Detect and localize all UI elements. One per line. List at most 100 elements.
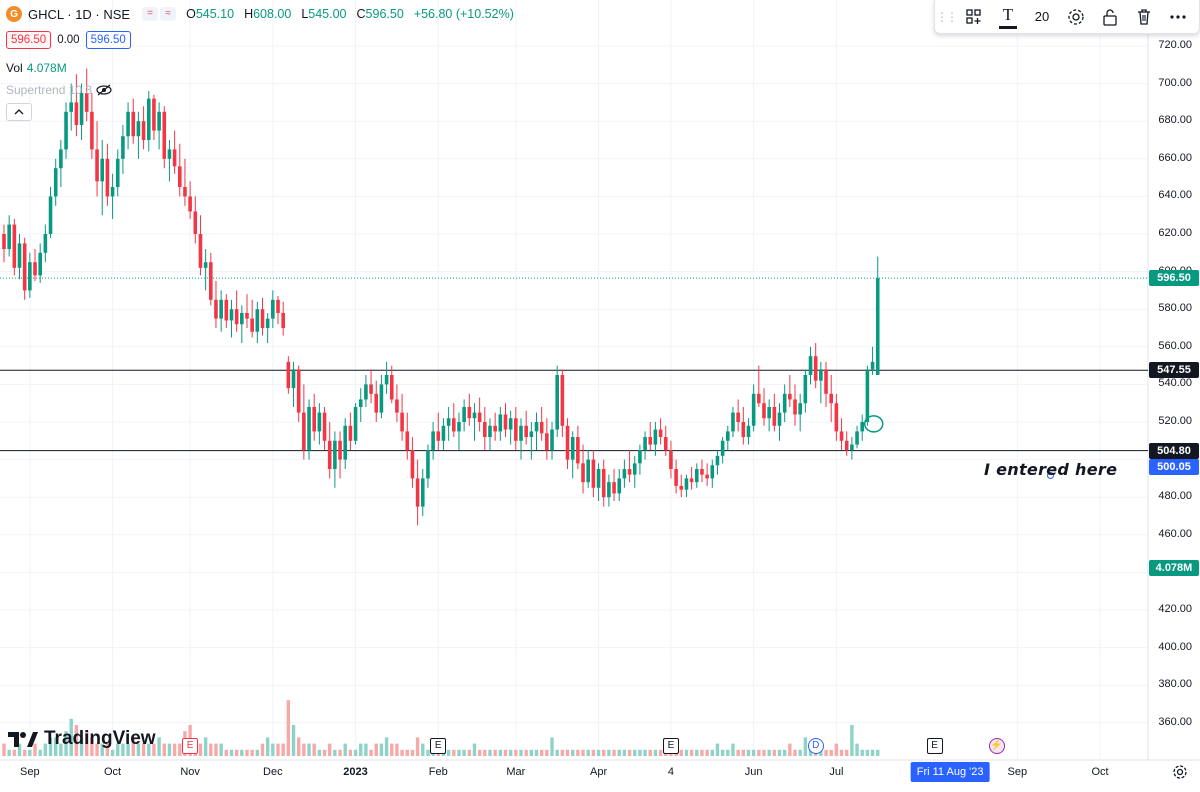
candle-body [576,437,580,464]
volume-bar [265,737,270,756]
candle-body [653,429,658,445]
volume-bar [203,737,208,756]
volume-bar [240,749,244,756]
volume-bar [167,743,172,756]
candle-body [33,262,37,276]
candle-body [472,412,477,419]
earnings-marker[interactable]: E [662,738,679,754]
candle-body [291,369,296,389]
earnings-marker[interactable]: E [430,738,447,754]
sell-price-button[interactable]: 596.50 [6,31,52,49]
font-size-button[interactable]: 20 [1034,9,1050,24]
volume-bar [705,749,709,756]
volume-bar [653,749,658,756]
timezone-settings-button[interactable] [1172,764,1188,780]
volume-bar [726,749,730,756]
price-tick-label: 620.00 [1158,227,1192,239]
earnings-marker[interactable]: E [926,738,943,754]
candle-body [167,149,172,159]
dividend-marker[interactable]: D [807,738,824,754]
candle-body [498,414,503,432]
candle-body [379,384,384,413]
volume-bar [291,725,296,756]
candle-body [95,149,99,182]
candle-body [338,440,342,460]
candle-body [726,431,730,441]
candle-body [203,262,208,268]
volume-bar [405,749,409,756]
candle-body [317,412,322,432]
candle-body [782,393,787,413]
candle-body [126,111,130,137]
delete-button[interactable] [1127,0,1161,33]
candle-body [539,422,544,434]
candle-body [157,111,161,131]
candle-body [731,412,735,432]
drag-handle-icon[interactable]: ⋮⋮ [936,9,958,24]
settings-button[interactable] [1059,0,1093,33]
candle-body [245,312,249,319]
price-tick-label: 580.00 [1158,302,1192,315]
volume-bar [22,749,27,756]
volume-bar [131,737,135,756]
candle-body [586,459,591,483]
candle-body [715,455,720,466]
volume-bar [59,743,63,756]
time-tick-label: Oct [104,766,122,778]
candle-body [757,393,761,404]
wave-icon[interactable]: ≈ [160,7,177,21]
volume-bar [462,749,466,756]
buy-price-button[interactable]: 596.50 [85,31,131,49]
volume-bar [845,749,849,756]
volume-bar [415,737,420,756]
volume-bar [395,743,399,756]
price-tick-label: 560.00 [1158,339,1192,352]
volume-bar [157,737,161,756]
collapse-legend-button[interactable] [6,103,32,121]
candle-body [850,444,854,451]
volume-bar [633,749,637,756]
symbol-logo-icon: G [6,6,22,22]
time-tick-label: 4 [667,766,674,778]
text-tool-icon: T [1002,4,1014,24]
entry-annotation[interactable]: I entered here [984,460,1118,479]
template-button[interactable] [957,0,991,33]
split-marker[interactable]: ⚡ [988,738,1005,754]
equals-icon[interactable]: = [142,7,159,21]
volume-bar [162,743,166,756]
text-color-button[interactable]: T [991,0,1025,33]
volume-bar [296,737,301,756]
volume-bar [100,743,104,756]
candle-body [529,431,534,438]
earnings-marker[interactable]: E [182,738,199,754]
supertrend-legend[interactable]: Supertrend 10 3 [6,83,112,97]
price-axis-tag: 596.50 [1149,270,1199,287]
volume-bar [839,749,844,756]
candle-body [488,425,492,438]
candle-body [348,425,353,441]
time-tick-label: Mar [506,766,526,778]
candle-body [271,299,275,319]
volume-legend[interactable]: Vol 4.078M [6,61,67,75]
candle-body [519,425,523,441]
candle-body [534,422,539,432]
volume-bar [876,749,880,756]
volume-bar [141,743,146,756]
eye-hidden-icon[interactable] [96,84,112,96]
volume-bar [648,749,652,756]
candle-body [152,98,156,131]
candle-body [286,361,291,389]
candle-body [441,425,446,441]
volume-bar [317,749,322,756]
time-tick-label: Apr [589,766,608,778]
candle-body [855,431,859,445]
volume-bar [508,749,513,756]
symbol-title[interactable]: GHCL · 1D · NSE [28,6,131,22]
lock-button[interactable] [1093,0,1127,33]
trash-icon [1138,8,1150,25]
chevron-up-icon [14,109,24,115]
more-button[interactable] [1161,0,1195,33]
volume-bar [250,749,254,756]
more-dots-icon [1170,14,1186,19]
